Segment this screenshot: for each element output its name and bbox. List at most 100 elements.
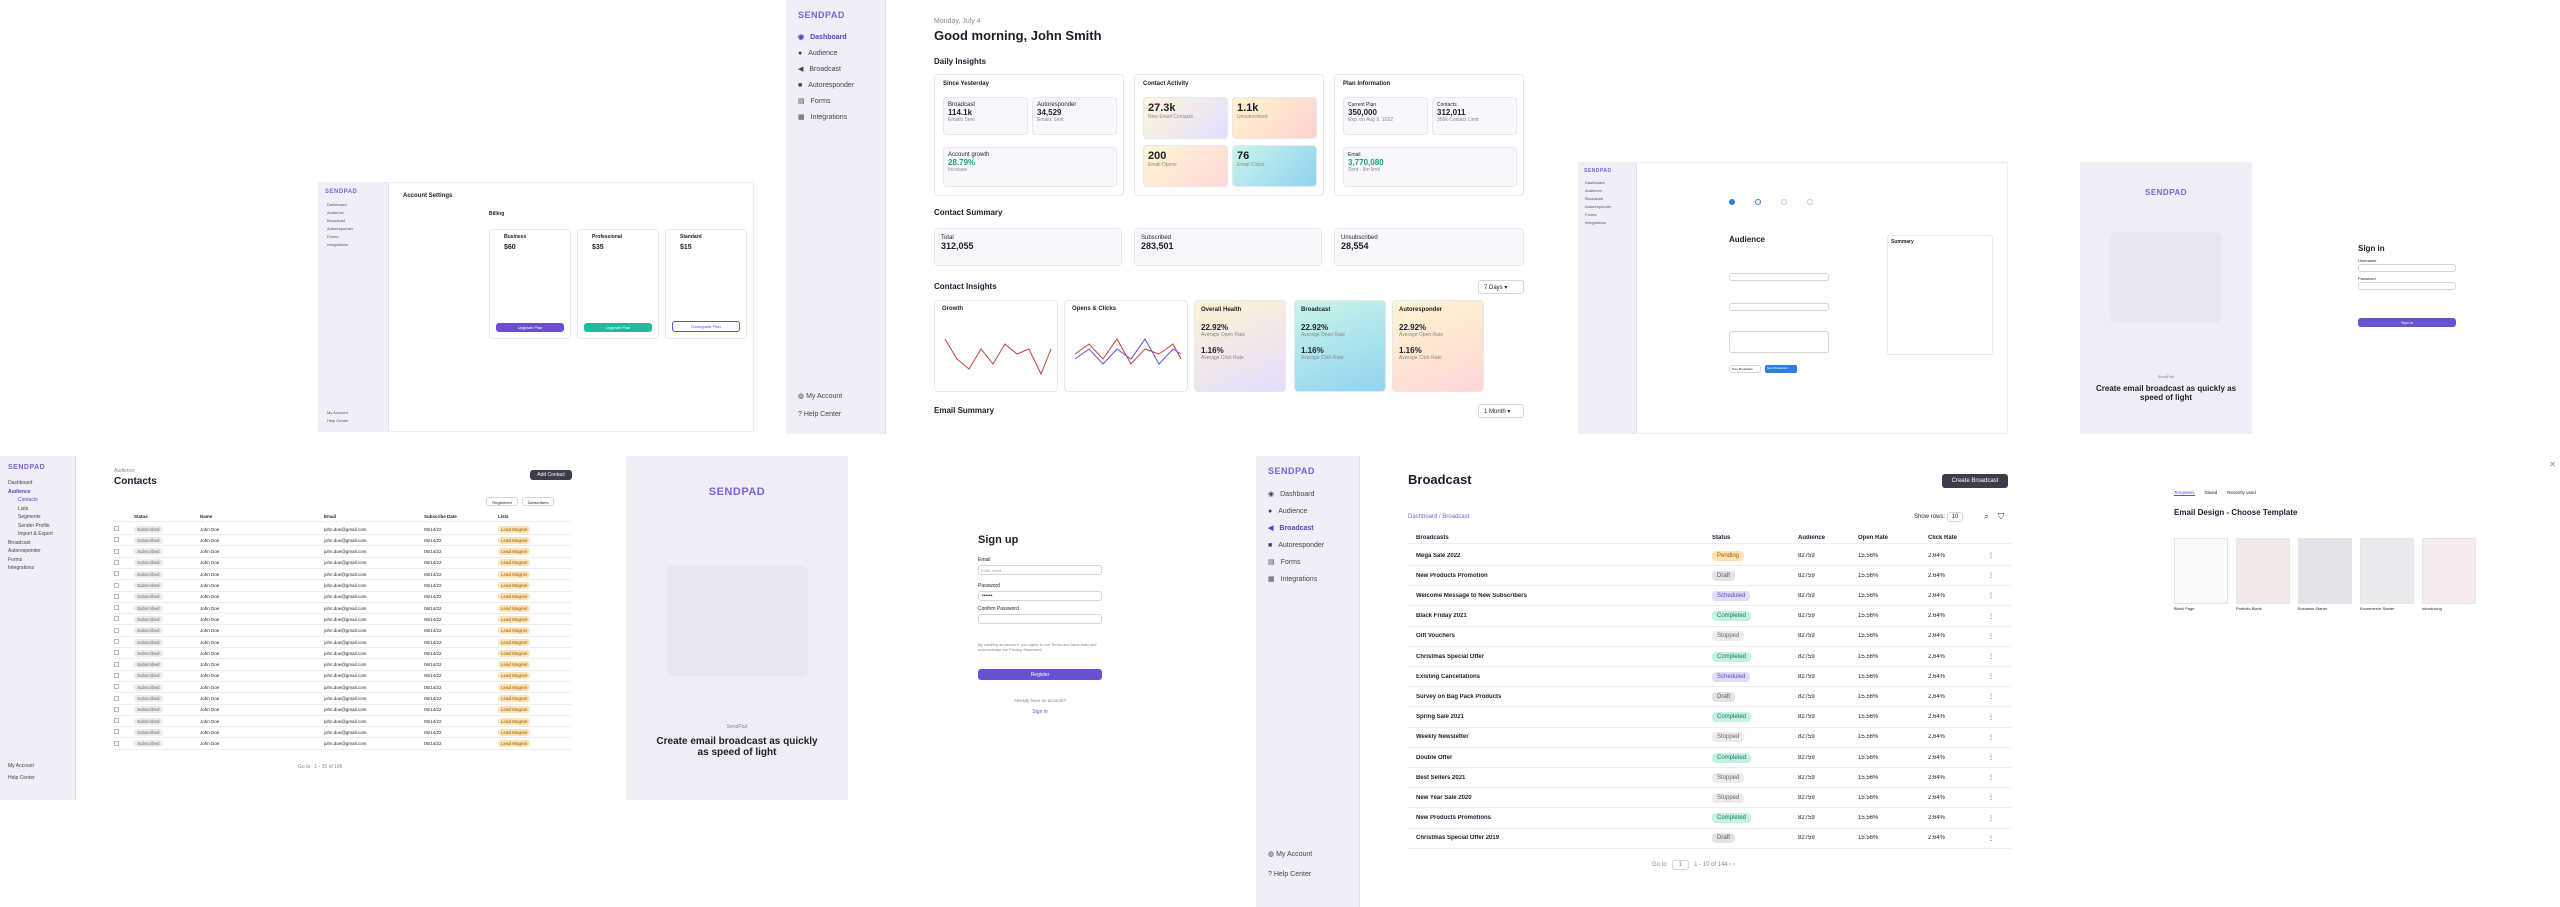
sidebar-item-autoresponder[interactable]: ■ Autoresponder <box>1268 537 1359 554</box>
table-row[interactable]: Subscribed John Doe john.doe@gmail.com 06/1… <box>114 547 572 558</box>
table-row[interactable]: Double Offer Completed 82759 15.56% 2.64% ⋮ <box>1408 748 2012 768</box>
sidebar-item-dashboard[interactable]: Dashboard <box>1585 180 1605 185</box>
more-icon[interactable]: ⋮ <box>1988 835 1994 842</box>
sidebar-item-forms[interactable]: Forms <box>1585 212 1597 217</box>
sidebar-item-broadcast[interactable]: Broadcast <box>1585 196 1604 201</box>
table-row[interactable]: Subscribed John Doe john.doe@gmail.com 06/1… <box>114 524 572 535</box>
username-input[interactable] <box>2358 264 2456 272</box>
more-icon[interactable]: ⋮ <box>1988 613 1994 620</box>
sidebar-item-autoresponder[interactable]: ■ Autoresponder <box>798 78 885 94</box>
table-row[interactable]: Black Friday 2021 Completed 82759 15.56% 2.6… <box>1408 607 2012 627</box>
sidebar-item-integrations[interactable]: Integrations <box>327 242 348 247</box>
sidebar-subitem-lists[interactable]: Lists <box>18 505 29 512</box>
sidebar-item-integrations[interactable]: ▦ Integrations <box>1268 571 1359 588</box>
table-row[interactable]: Subscribed John Doe john.doe@gmail.com 06/1… <box>114 614 572 626</box>
row-checkbox[interactable] <box>114 706 119 712</box>
signin-link[interactable]: Sign in <box>1032 709 1048 715</box>
table-row[interactable]: Subscribed John Doe john.doe@gmail.com 06/1… <box>114 637 572 648</box>
add-contact-button[interactable]: Add Contact <box>530 470 572 480</box>
sidebar-item-forms[interactable]: Forms <box>8 556 23 563</box>
help-center-link[interactable]: ? Help Center <box>798 411 842 418</box>
tab-templates[interactable]: Templates <box>2174 490 2195 496</box>
more-icon[interactable]: ⋮ <box>1988 775 1994 782</box>
more-icon[interactable]: ⋮ <box>1988 633 1994 640</box>
table-row[interactable]: Existing Cancellations Scheduled 82759 15.5… <box>1408 667 2012 688</box>
more-icon[interactable]: ⋮ <box>1988 654 1994 660</box>
days-select[interactable]: 7 Days ▾ <box>1478 280 1524 294</box>
close-icon[interactable]: ✕ <box>2549 460 2556 469</box>
more-icon[interactable]: ⋮ <box>1988 714 1994 721</box>
sidebar-item-dashboard[interactable]: Dashboard <box>327 202 347 207</box>
row-checkbox[interactable] <box>114 537 119 543</box>
row-checkbox[interactable] <box>114 695 119 701</box>
row-checkbox[interactable] <box>114 559 119 565</box>
template-card[interactable]: Portfolio Blank <box>2236 538 2290 611</box>
more-icon[interactable]: ⋮ <box>1988 795 1994 802</box>
row-checkbox[interactable] <box>114 616 119 622</box>
table-row[interactable]: Gift Vouchers Stopped 82759 15.56% 2.64% ⋮ <box>1408 627 2012 647</box>
help-center-link[interactable]: ? Help Center <box>1268 871 1312 878</box>
sender-profile-box[interactable] <box>1729 331 1829 353</box>
more-icon[interactable]: ⋮ <box>1988 674 1994 681</box>
table-row[interactable]: Subscribed John Doe john.doe@gmail.com 06/1… <box>114 716 572 728</box>
sidebar-item-forms[interactable]: ▤ Forms <box>1268 554 1359 571</box>
my-account-link[interactable]: My Account <box>327 410 348 415</box>
table-row[interactable]: Subscribed John Doe john.doe@gmail.com 06/1… <box>114 648 572 660</box>
table-row[interactable]: Subscribed John Doe john.doe@gmail.com 06/1… <box>114 671 572 682</box>
table-row[interactable]: Spring Sale 2021 Completed 82759 15.56% 2.64… <box>1408 708 2012 728</box>
row-checkbox[interactable] <box>114 729 119 735</box>
table-row[interactable]: Subscribed John Doe john.doe@gmail.com 06/1… <box>114 592 572 603</box>
table-row[interactable]: Best Sellers 2021 Stopped 82759 15.56% 2.64%… <box>1408 768 2012 789</box>
row-checkbox[interactable] <box>114 582 119 588</box>
prev-broadcast-button[interactable]: Prev Broadcast <box>1729 365 1761 373</box>
table-row[interactable]: New Year Sale 2020 Stopped 82759 15.56% 2.64… <box>1408 788 2012 809</box>
sidebar-item-forms[interactable]: ▤ Forms <box>798 94 885 110</box>
template-card[interactable]: Ecommerce Starter <box>2360 538 2414 611</box>
row-checkbox[interactable] <box>114 526 119 531</box>
downgrade-plan-button[interactable]: Downgrade Plan <box>672 321 740 332</box>
tab-subscribers[interactable]: Subscribers <box>522 497 554 506</box>
table-row[interactable]: Subscribed John Doe john.doe@gmail.com 06/1… <box>114 660 572 671</box>
template-card[interactable]: Business Starter <box>2298 538 2352 611</box>
row-checkbox[interactable] <box>114 593 119 599</box>
table-row[interactable]: Weekly Newsletter Stopped 82759 15.56% 2.64%… <box>1408 728 2012 748</box>
rows-select[interactable]: 10 <box>1946 512 1964 522</box>
more-icon[interactable]: ⋮ <box>1988 734 1994 741</box>
template-card[interactable]: Blank Page <box>2174 538 2228 611</box>
row-checkbox[interactable] <box>114 672 119 678</box>
table-row[interactable]: Subscribed John Doe john.doe@gmail.com 06/1… <box>114 626 572 637</box>
sidebar-item-broadcast[interactable]: ◀ Broadcast <box>798 62 885 78</box>
row-checkbox[interactable] <box>114 605 119 611</box>
sidebar-item-integrations[interactable]: Integrations <box>8 565 35 571</box>
table-row[interactable]: Subscribed John Doe john.doe@gmail.com 06/1… <box>114 739 572 750</box>
table-row[interactable]: Mega Sale 2022 Pending 82759 15.56% 2.64% ⋮ <box>1408 546 2012 566</box>
sidebar-item-forms[interactable]: Forms <box>327 234 339 239</box>
more-icon[interactable]: ⋮ <box>1988 593 1994 600</box>
table-row[interactable]: Welcome Message to New Subscribers Schedu… <box>1408 586 2012 607</box>
more-icon[interactable]: ⋮ <box>1988 553 1994 559</box>
register-button[interactable]: Register <box>978 669 1102 680</box>
row-checkbox[interactable] <box>114 661 119 667</box>
template-card[interactable]: Introducing <box>2422 538 2476 611</box>
sidebar-item-integrations[interactable]: ▦ Integrations <box>798 110 885 126</box>
sidebar-item-dashboard[interactable]: Dashboard <box>8 480 33 486</box>
table-row[interactable]: Subscribed John Doe john.doe@gmail.com 06/1… <box>114 705 572 716</box>
password-input[interactable] <box>2358 282 2456 290</box>
sidebar-item-autoresponder[interactable]: Autoresponder <box>327 226 354 231</box>
row-checkbox[interactable] <box>114 718 119 724</box>
row-checkbox[interactable] <box>114 684 119 690</box>
sidebar-subitem-segments[interactable]: Segments <box>18 514 41 520</box>
table-row[interactable]: Subscribed John Doe john.doe@gmail.com 06/1… <box>114 581 572 592</box>
table-row[interactable]: Christmas Special Offer 2019 Draft 82759 15… <box>1408 829 2012 849</box>
more-icon[interactable]: ⋮ <box>1988 815 1994 822</box>
next-broadcast-button[interactable]: Next Broadcast <box>1765 365 1797 373</box>
tab-saved[interactable]: Saved <box>2204 490 2218 495</box>
signin-button[interactable]: Sign in <box>2358 318 2456 327</box>
table-row[interactable]: Christmas Special Offer Completed 82759 15.… <box>1408 647 2012 667</box>
sidebar-item-audience[interactable]: ● Audience <box>1268 503 1359 520</box>
row-checkbox[interactable] <box>114 571 119 577</box>
more-icon[interactable]: ⋮ <box>1988 694 1994 701</box>
sidebar-subitem-import-export[interactable]: Import & Export <box>18 531 53 537</box>
table-row[interactable]: New Products Promotions Completed 82759 15.… <box>1408 809 2012 829</box>
tab-registered[interactable]: Registered <box>486 497 518 506</box>
